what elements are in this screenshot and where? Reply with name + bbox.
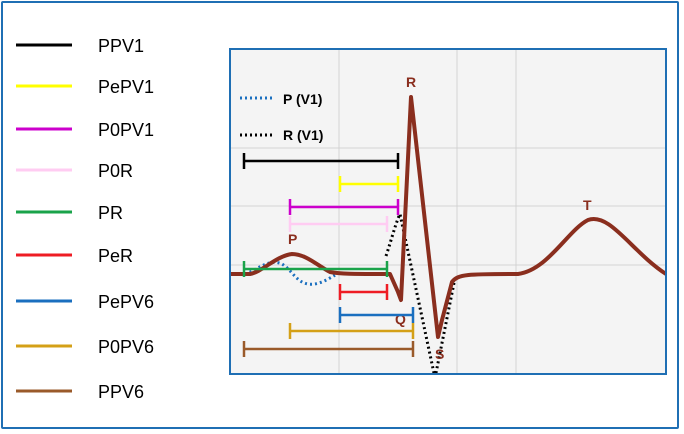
wave-label-t: T (583, 197, 592, 213)
wave-label-r: R (406, 74, 416, 90)
plot-border (229, 48, 667, 375)
interval-ppv1 (242, 153, 400, 169)
p-v1-dotted-curve (244, 260, 343, 286)
legend-label-per: PeR (98, 246, 133, 266)
legend-label-p0pv1: P0PV1 (98, 120, 154, 140)
ecg-waveform (230, 95, 666, 339)
legend-label-pepv6: PePV6 (98, 292, 154, 312)
legend-label-pr: PR (98, 203, 123, 223)
p-v1-label: P (V1) (283, 91, 322, 107)
legend-label-ppv6: PPV6 (98, 382, 144, 402)
interval-ppv6 (242, 341, 415, 357)
legend-label-pepv1: PePV1 (98, 77, 154, 97)
interval-pepv1 (338, 176, 400, 192)
outer-frame (1, 1, 679, 429)
interval-pepv6 (338, 307, 415, 323)
legend-label-ppv1: PPV1 (98, 36, 144, 56)
interval-pr (242, 261, 389, 277)
wave-label-q: Q (395, 311, 406, 327)
r-v1-dotted-curve-right (434, 277, 457, 374)
legend-label-p0r: P0R (98, 161, 133, 181)
legend-label-p0pv6: P0PV6 (98, 337, 154, 357)
legend: PPV1 PePV1 P0PV1 P0R PR PeR PePV6 P0PV6 … (16, 36, 154, 402)
interval-p0r (288, 216, 389, 232)
wave-label-s: S (435, 346, 444, 362)
interval-per (338, 284, 389, 300)
r-v1-dotted-curve (384, 209, 436, 374)
r-v1-label: R (V1) (283, 127, 323, 143)
wave-label-p: P (288, 231, 297, 247)
v1-dotted-legend: P (V1) R (V1) (240, 91, 323, 143)
interval-p0pv6 (288, 323, 415, 339)
plot-background (230, 49, 666, 374)
interval-bars (242, 153, 415, 357)
interval-p0pv1 (288, 199, 400, 215)
